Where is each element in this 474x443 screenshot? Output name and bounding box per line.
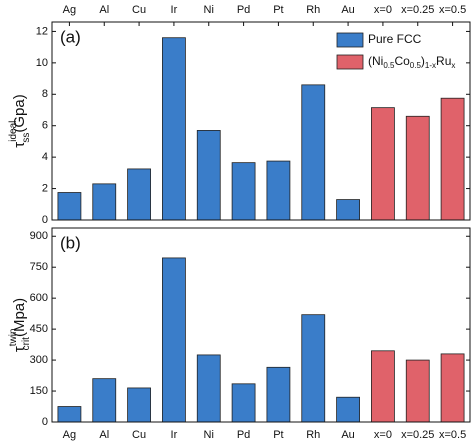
legend-part: Co [394,54,410,68]
y-axis-label: τideal ss(Gpa) [8,94,32,147]
x-tick-label: Al [99,4,109,16]
y-tick-label: 450 [30,323,48,335]
x-tick-label: x=0.5 [439,4,466,16]
bar [336,199,360,221]
bar [127,387,151,423]
legend-part: Pure FCC [368,32,422,46]
x-tick-label: x=0.25 [401,429,434,441]
legend-label: (Ni0.5Co0.5)1-xRux [368,54,455,70]
x-tick-label: Ir [171,429,178,441]
x-tick-label: Pt [273,4,283,16]
legend-part: ) [421,54,425,68]
y-axis-label: τtwin crit(Mpa) [8,298,32,352]
legend-sub: 0.5 [383,61,395,70]
y-tick-label: 0 [42,416,48,428]
bar [301,314,326,423]
x-tick-label: Pd [237,4,250,16]
legend-part: Ru [436,54,451,68]
x-tick-label: Rh [306,4,320,16]
bar [301,84,326,221]
x-tick-label: x=0.25 [401,4,434,16]
y-tick-label: 6 [42,120,48,132]
x-tick-label: x=0.5 [439,429,466,441]
panel-label: (a) [60,27,81,46]
x-tick-label: Ni [204,429,214,441]
y-tick-label: 4 [42,151,48,163]
bar [405,115,430,221]
x-tick-label: x=0 [374,429,392,441]
x-tick-label: Pd [237,429,250,441]
bar [266,366,291,423]
bar [440,353,465,423]
bar [196,354,221,423]
plot-frame [51,227,471,423]
x-tick-label: Ni [204,4,214,16]
y-label-symbol: τ [11,346,28,352]
y-tick-label: 2 [42,182,48,194]
bar [231,383,256,423]
x-tick-label: Pt [273,429,283,441]
y-tick-label: 750 [30,261,48,273]
x-tick-label: Au [341,4,354,16]
y-label-unit: (Gpa) [11,94,28,132]
x-tick-label: Cu [132,429,146,441]
y-tick-label: 900 [30,230,48,242]
y-label-sup: twin [8,328,19,346]
y-tick-label: 8 [42,88,48,100]
bar [162,37,186,221]
bar [57,406,82,423]
panel-label: (b) [60,233,81,252]
bar [92,183,117,221]
x-tick-label: Au [341,429,354,441]
legend-sub: x [451,61,455,70]
bar [196,130,221,221]
x-tick-label: Rh [306,429,320,441]
bar [336,396,360,423]
y-label-sub: crit [21,337,32,351]
plot-frame [51,21,471,221]
legend-sub: 0.5 [410,61,422,70]
bar [371,350,395,423]
bar [440,97,465,221]
y-label-unit: (Mpa) [11,298,28,337]
x-tick-label: Ag [63,4,76,16]
legend-sub: 1-x [425,61,436,70]
x-tick-label: Al [99,429,109,441]
x-tick-label: Cu [132,4,146,16]
x-tick-label: x=0 [374,4,392,16]
y-tick-label: 12 [36,25,48,37]
y-label-sub: ss [21,133,32,143]
legend-swatch [336,54,364,70]
bar [92,378,117,423]
bar [127,168,151,221]
bar [405,359,430,423]
y-tick-label: 0 [42,214,48,226]
bar [57,192,82,221]
bar [162,257,186,423]
y-tick-label: 600 [30,292,48,304]
bar [266,160,291,221]
bar [371,107,395,221]
x-tick-label: Ag [63,429,76,441]
y-label-symbol: τ [11,142,28,148]
y-tick-label: 300 [30,354,48,366]
y-tick-label: 150 [30,385,48,397]
y-tick-label: 10 [36,57,48,69]
x-tick-label: Ir [171,4,178,16]
bar [231,162,256,221]
legend-label: Pure FCC [368,32,422,46]
y-label-sup: ideal [8,121,19,142]
legend-swatch [336,32,364,48]
legend-part: (Ni [368,54,383,68]
